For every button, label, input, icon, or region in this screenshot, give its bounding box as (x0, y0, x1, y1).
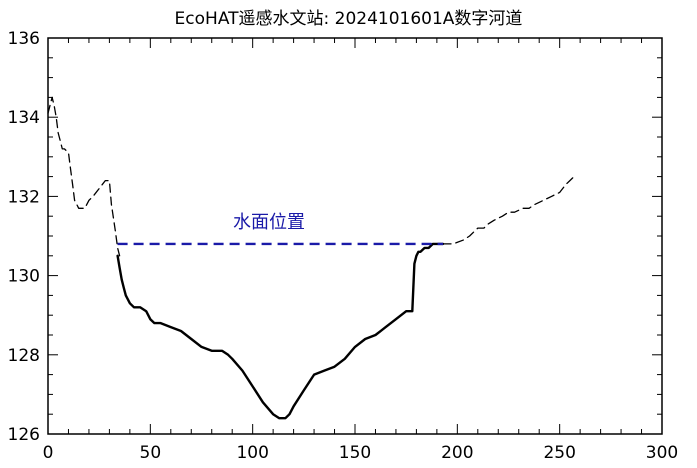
series-layer (47, 96, 575, 420)
y-tick-label: 136 (8, 29, 40, 49)
water-surface-label: 水面位置 (233, 212, 305, 233)
x-tick-label: 200 (441, 443, 473, 463)
x-axis: 0 50 100 150 200 250 300 (43, 38, 678, 463)
series-bank-right-dashed (442, 175, 575, 245)
y-tick-label: 128 (8, 346, 40, 366)
x-tick-label: 150 (339, 443, 371, 463)
x-tick-label: 50 (140, 443, 162, 463)
plot-frame (47, 37, 663, 435)
x-tick-label: 0 (43, 443, 54, 463)
x-tick-label: 100 (236, 443, 268, 463)
plot-border (47, 37, 663, 435)
series-channel-solid (116, 242, 445, 420)
x-tick-label: 250 (543, 443, 575, 463)
y-axis: 126 128 130 132 134 136 (8, 29, 662, 445)
x-tick-label: 300 (646, 443, 678, 463)
y-tick-label: 130 (8, 267, 40, 287)
y-tick-label: 126 (8, 425, 40, 445)
y-tick-label: 132 (8, 187, 40, 207)
y-tick-label: 134 (8, 108, 40, 128)
chart-title: EcoHAT遥感水文站: 2024101601A数字河道 (174, 9, 523, 29)
annotation-layer: 水面位置 (233, 212, 305, 233)
series-bank-left-dashed (47, 96, 121, 257)
